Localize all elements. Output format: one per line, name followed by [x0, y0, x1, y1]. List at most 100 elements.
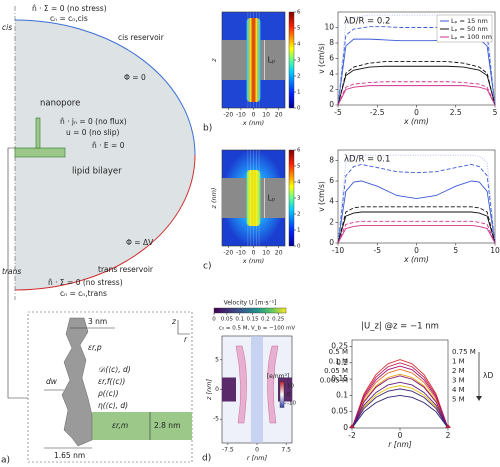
legend-label: Lₚ = 15 nm: [451, 17, 488, 25]
panel-label: a): [1, 456, 10, 466]
series-label: 0.75 M: [452, 348, 476, 356]
end-marker: [349, 424, 355, 428]
pore-wall: [267, 345, 279, 424]
series-line: [337, 224, 496, 244]
series-line: [337, 154, 496, 244]
x-tick-label: -10: [236, 112, 246, 119]
chart-title: |U_z| @z = −1 nm: [361, 322, 439, 332]
series-label: 5 M: [452, 396, 465, 404]
x-tick-label: 10: [262, 250, 270, 257]
y-tick-label: 0.1: [336, 390, 348, 399]
series-line: [337, 206, 496, 244]
cis-boundary: [14, 19, 196, 156]
colorbar-tick-label: 5: [297, 164, 301, 170]
y-tick-label: 0.05: [331, 407, 348, 416]
label: n̂ · E = 0: [92, 141, 125, 150]
series-label: 0.1 M: [329, 358, 348, 366]
label: n̂ · jₙ = 0 (no flux): [60, 117, 127, 126]
label: cₙ = cₙ,trans: [60, 289, 107, 298]
membrane: [222, 40, 247, 80]
colorbar-tick-label: 0: [297, 244, 301, 250]
y-tick-label: 0.2: [336, 358, 348, 367]
panel-label: c): [203, 262, 211, 272]
y-tick-label: 4: [329, 197, 334, 206]
bilayer: [14, 147, 66, 158]
label: n̂ · Σ = 0 (no stress): [48, 278, 123, 287]
x-tick-label: 7.5: [281, 447, 291, 454]
colorbar-tick-label: 0.15: [246, 317, 259, 323]
label: dw: [46, 377, 58, 386]
y-axis-label: v (cm/s): [317, 181, 326, 212]
series-line: [337, 81, 496, 106]
panel-label: b): [203, 124, 212, 134]
x-tick-label: -2.5: [370, 108, 385, 117]
inset-pore-wall: [61, 317, 93, 447]
x-tick-label: 2.5: [450, 108, 462, 117]
y-axis-label: z [nm]: [205, 379, 213, 401]
x-tick-label: 20: [275, 112, 283, 119]
series-line: [337, 164, 496, 244]
series-label: 4 M: [452, 386, 465, 394]
label: 2.8 nm: [154, 421, 180, 430]
colorbar: [288, 11, 295, 109]
x-tick-label: 10: [490, 246, 500, 255]
colorbar-tick-label: 0.05: [221, 317, 234, 323]
pore-wall: [35, 117, 41, 149]
series-line: [351, 388, 449, 429]
y-tick-label: 0.25: [331, 342, 348, 351]
series-line: [337, 61, 496, 106]
x-tick-label: -5: [334, 108, 342, 117]
y-tick-label: 5: [215, 356, 219, 363]
y-tick-label: 0.15: [331, 374, 348, 383]
series-line: [351, 362, 449, 429]
series-label: 0.5 M: [329, 348, 348, 356]
y-tick-label: 0: [215, 386, 219, 393]
x-axis-label: r [nm]: [388, 440, 411, 449]
series-line: [337, 65, 496, 106]
domain: [15, 20, 195, 290]
label: z: [171, 317, 177, 326]
panel-a: [7, 6, 196, 463]
x-tick-label: -2: [348, 431, 356, 440]
colorbar: [288, 149, 295, 247]
x-tick-label: 0: [414, 246, 419, 255]
label: lipid bilayer: [72, 167, 122, 177]
label: εr,f(⟨c⟩): [98, 377, 125, 386]
label: cis reservoir: [118, 33, 165, 42]
label: η(⟨c⟩, d): [98, 401, 128, 410]
colorbar-tick-label: 3: [297, 196, 301, 202]
x-axis-label: x (nm): [403, 255, 429, 264]
colorbar-tick-label: 4: [297, 180, 301, 186]
x-axis-label: x (nm): [242, 119, 264, 127]
colorbar-tick-label: 0.2: [261, 317, 270, 323]
colorbar-tick-label: 0.1: [235, 317, 244, 323]
x-tick-label: 5: [453, 246, 458, 255]
colorbar-tick-label: 1: [297, 90, 301, 96]
annotation: Lₚ: [268, 56, 276, 65]
y-tick-label: 2: [329, 217, 334, 226]
series-line: [351, 394, 449, 429]
colorbar-tick-label: 3: [297, 58, 301, 64]
series-line: [337, 180, 496, 244]
y-tick-label: 8: [329, 38, 334, 47]
x-tick-label: 0: [255, 447, 259, 454]
label: trans: [2, 267, 21, 276]
series-line: [351, 359, 449, 429]
colorbar-tick-label: 6: [297, 148, 301, 154]
series-line: [351, 381, 449, 429]
trans-boundary: [14, 154, 196, 291]
colorbar-label: Velocity U [m·s⁻¹]: [224, 300, 277, 307]
colorbar-tick-label: 0: [287, 392, 291, 398]
label: εr,m: [112, 421, 128, 430]
colorbar-tick-label: 0.25: [272, 317, 285, 323]
annotation-head: [476, 396, 482, 401]
series-label: 0.005 M: [320, 377, 348, 385]
x-tick-label: 20: [275, 250, 283, 257]
series-line: [351, 368, 449, 429]
inset-membrane: [92, 412, 192, 440]
label: εr,p: [88, 343, 102, 352]
chart-title: λD/R = 0.1: [344, 155, 390, 165]
x-axis-label: x (nm): [403, 117, 429, 126]
series-label: 1 M: [452, 358, 465, 366]
